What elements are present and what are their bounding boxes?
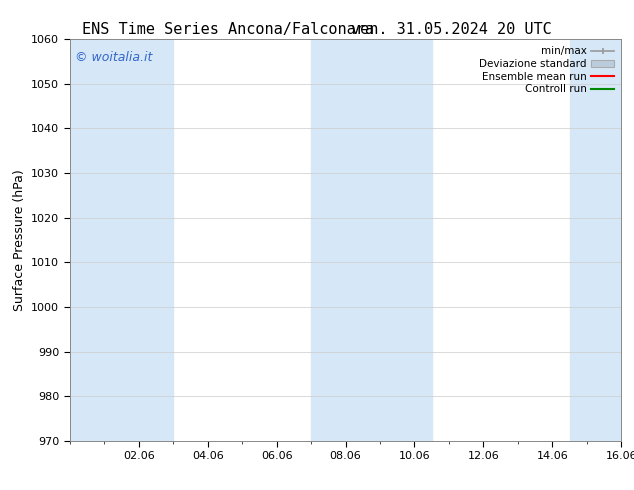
Bar (70, 39, 122, 441)
Y-axis label: Surface Pressure (hPa): Surface Pressure (hPa) (13, 169, 25, 311)
Bar (122, 39, 173, 441)
Bar (569, 39, 634, 441)
Legend: min/max, Deviazione standard, Ensemble mean run, Controll run: min/max, Deviazione standard, Ensemble m… (477, 45, 616, 97)
Bar (311, 39, 432, 441)
Text: ven. 31.05.2024 20 UTC: ven. 31.05.2024 20 UTC (351, 22, 552, 37)
Text: ENS Time Series Ancona/Falconara: ENS Time Series Ancona/Falconara (82, 22, 375, 37)
Text: © woitalia.it: © woitalia.it (75, 51, 153, 64)
